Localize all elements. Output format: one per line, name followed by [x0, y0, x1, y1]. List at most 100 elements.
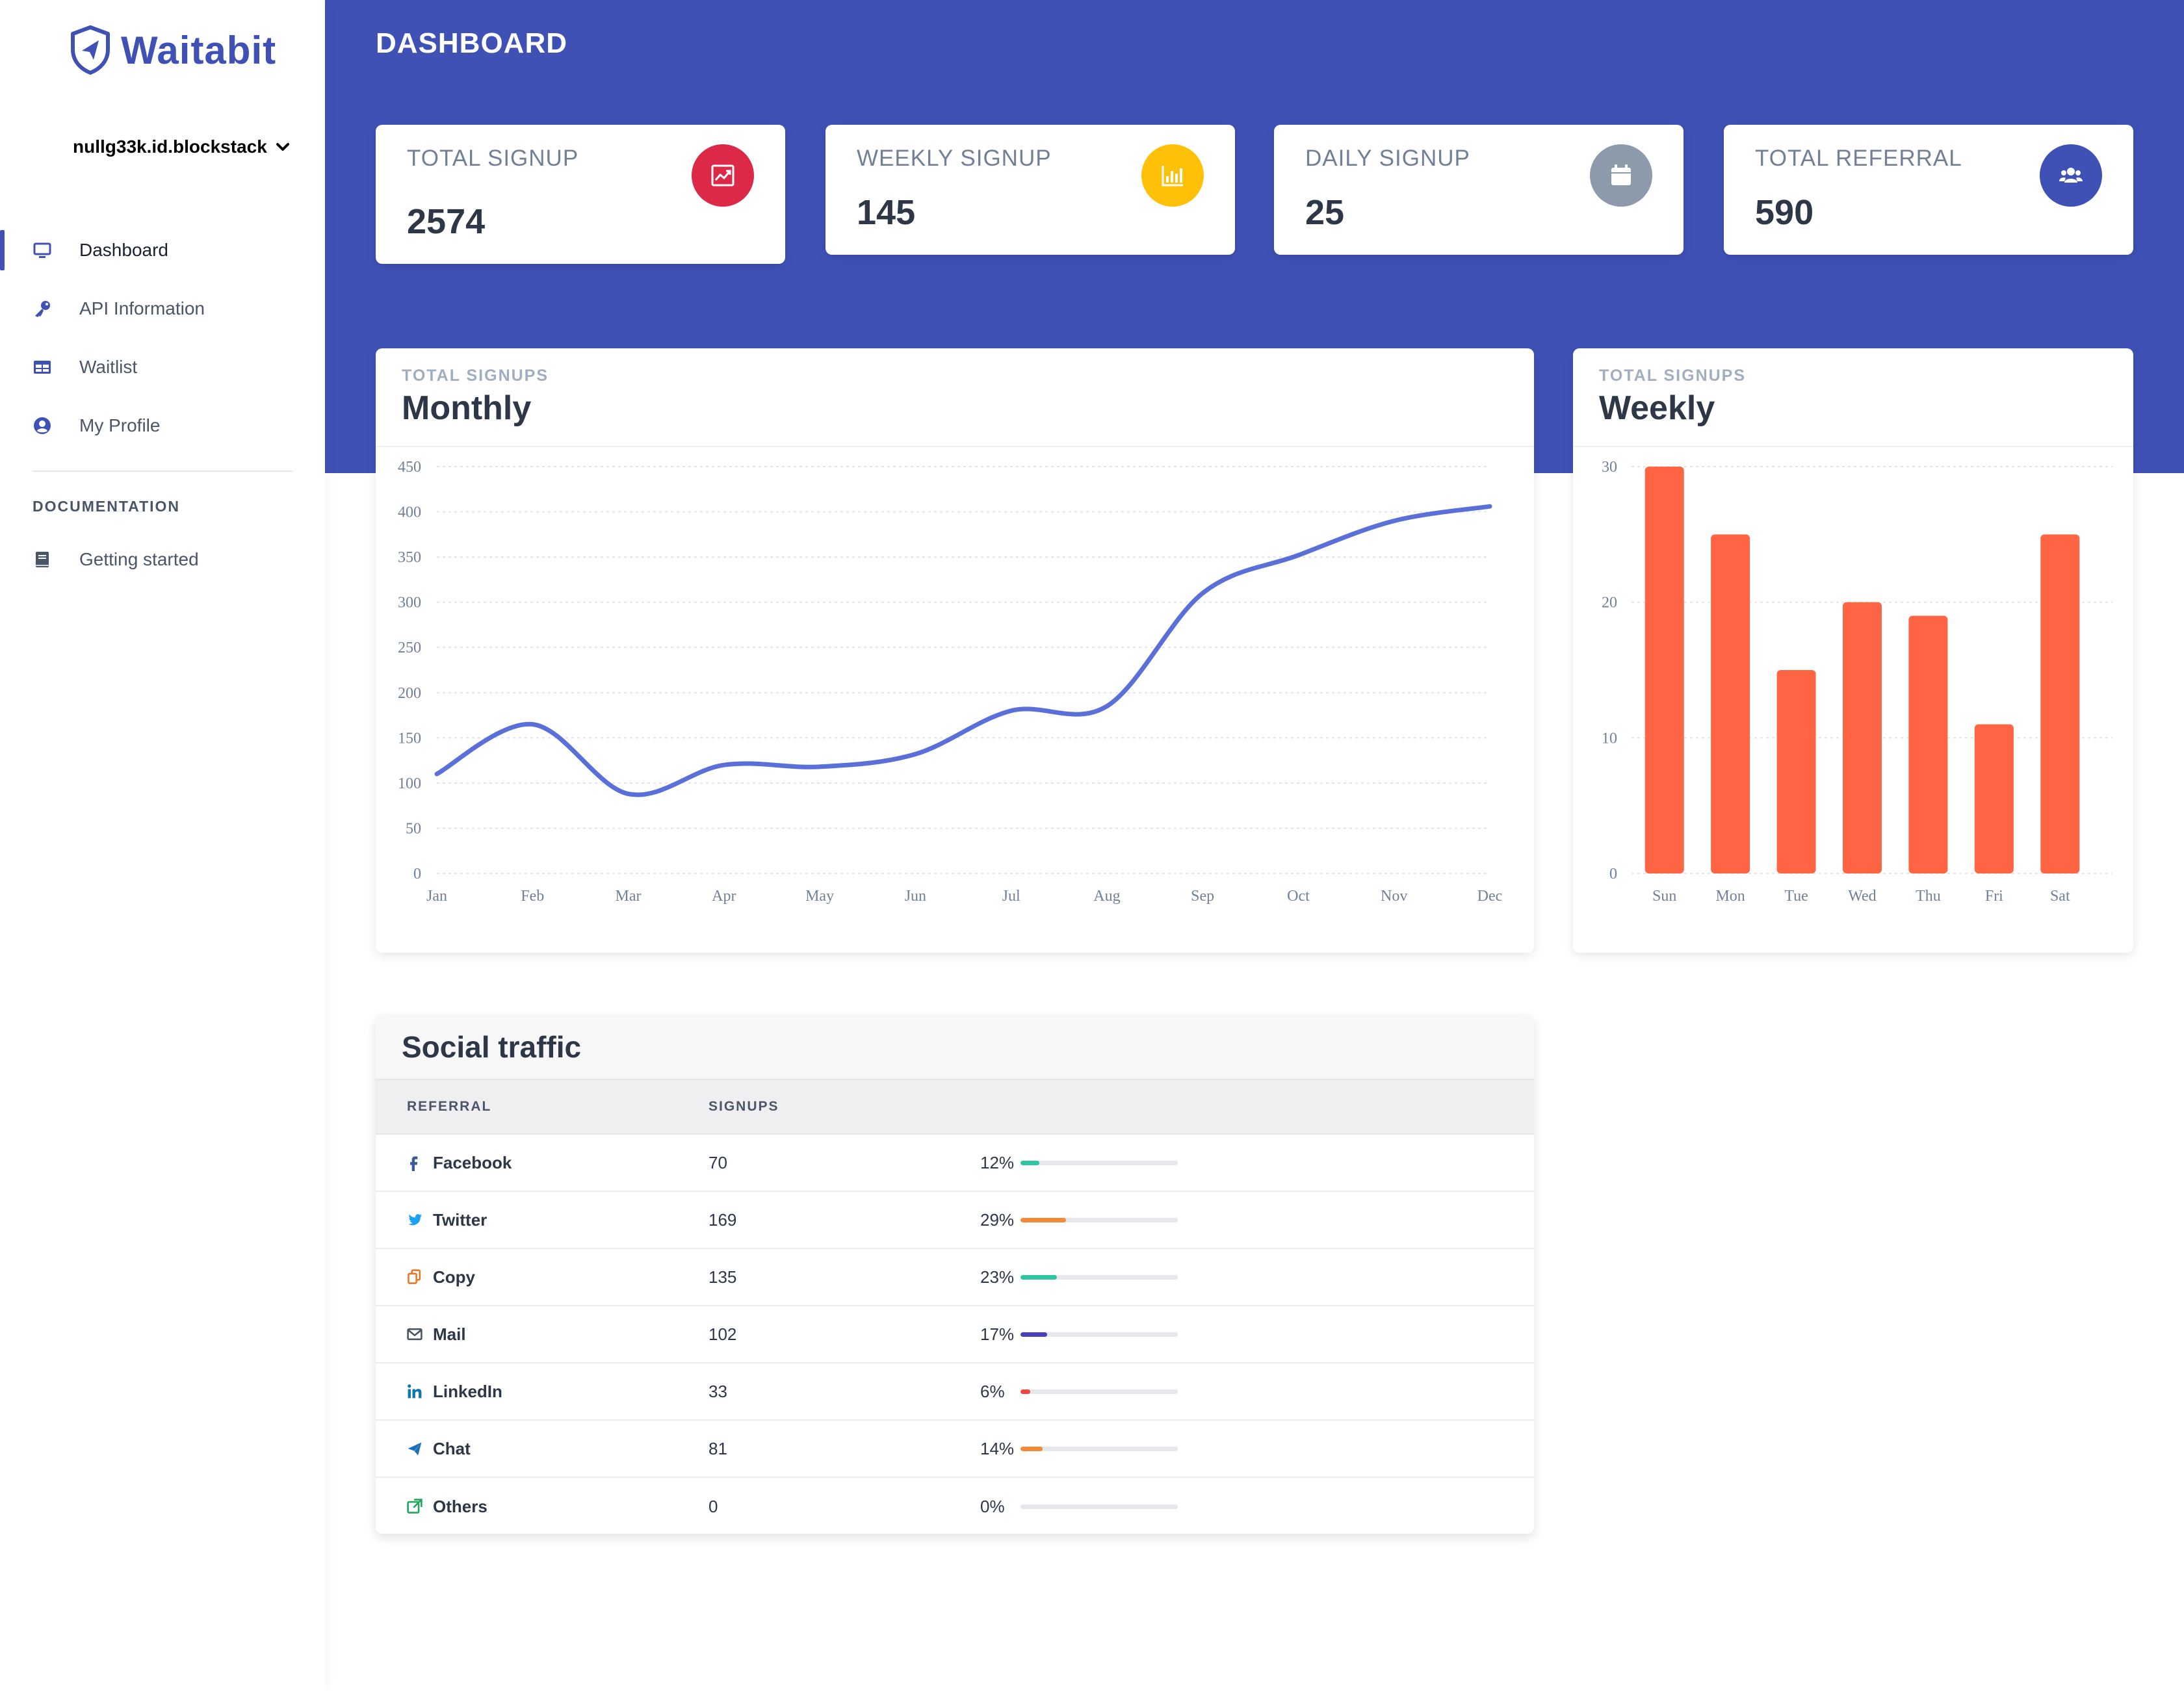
sidebar-item-getting-started[interactable]: Getting started [0, 530, 325, 589]
table-row: Mail 102 17% [376, 1306, 1534, 1363]
logo[interactable]: Waitabit [69, 25, 276, 75]
progress-bar [1020, 1389, 1178, 1394]
x-tick-label: Jan [426, 888, 447, 905]
sidebar-item-waitlist[interactable]: Waitlist [0, 338, 325, 396]
percent-cell: 14% [980, 1439, 1178, 1459]
x-tick-label: Sep [1191, 888, 1214, 905]
users-icon [2059, 168, 2083, 183]
documentation-nav: Getting started [0, 530, 325, 589]
referral-name: LinkedIn [433, 1381, 502, 1401]
x-tick-label: Apr [712, 888, 736, 905]
referral-cell: Facebook [376, 1153, 708, 1173]
stat-label: DAILY SIGNUP [1305, 146, 1470, 171]
sidebar-item-label: Dashboard [79, 240, 168, 260]
table-row: Twitter 169 29% [376, 1192, 1534, 1249]
sidebar-item-dashboard[interactable]: Dashboard [0, 221, 325, 279]
monthly-chart-card: TOTAL SIGNUPS Monthly 0 50 100 150 200 250 300… [376, 348, 1534, 953]
progress-bar [1020, 1446, 1178, 1451]
book-icon [36, 552, 49, 567]
sidebar-divider [32, 471, 292, 472]
stat-label: TOTAL REFERRAL [1755, 146, 1962, 171]
sidebar-nav: Dashboard API Information Waitlist My Pr… [0, 221, 325, 455]
referral-cell: Copy [376, 1267, 708, 1287]
referral-cell: LinkedIn [376, 1382, 708, 1402]
app-name: Waitabit [121, 28, 277, 72]
progress-bar [1020, 1332, 1178, 1337]
series-line-signups [434, 504, 1492, 797]
stat-badge [1590, 144, 1652, 207]
table-row: Others 0 0% [376, 1478, 1534, 1534]
progress-bar [1020, 1504, 1178, 1509]
sidebar-item-my-profile[interactable]: My Profile [0, 396, 325, 455]
column-header-signups: SIGNUPS [708, 1099, 779, 1114]
x-tick-label: Fri [1985, 888, 2003, 905]
referral-name: Twitter [433, 1209, 488, 1230]
signups-cell: 81 [708, 1438, 727, 1458]
table-icon [34, 361, 51, 374]
x-tick-label: Mar [616, 888, 642, 905]
external-link-icon [407, 1499, 422, 1514]
trend-chart-icon [711, 164, 734, 187]
social-traffic-title: Social traffic [402, 1030, 582, 1064]
table-row: Facebook 70 12% [376, 1135, 1534, 1192]
weekly-chart-card: TOTAL SIGNUPS Weekly 0 10 20 30 Sun Mon Tue Wed… [1573, 348, 2133, 953]
stat-value: 590 [1755, 193, 1814, 232]
percent-label: 29% [980, 1209, 1015, 1230]
x-tick-label: Jul [1002, 888, 1020, 905]
progress-bar [1020, 1274, 1178, 1280]
sidebar: Waitabit nullg33k.id.blockstack Dashboar… [0, 0, 325, 1691]
signups-cell: 169 [708, 1209, 737, 1230]
social-traffic-header: Social traffic [376, 1015, 1534, 1080]
referral-name: Chat [433, 1438, 471, 1458]
bar-chart-icon [1162, 166, 1183, 187]
table-row: LinkedIn 33 6% [376, 1363, 1534, 1421]
stat-label: WEEKLY SIGNUP [857, 146, 1052, 171]
chart-kicker: TOTAL SIGNUPS [402, 367, 549, 385]
signups-cell: 33 [708, 1381, 727, 1401]
percent-label: 6% [980, 1381, 1005, 1401]
referral-cell: Twitter [376, 1210, 708, 1230]
referral-cell: Others [376, 1497, 708, 1517]
y-tick-label: 400 [398, 504, 421, 521]
y-tick-label: 300 [398, 595, 421, 612]
stat-label: TOTAL SIGNUP [407, 146, 579, 171]
page-title: DASHBOARD [376, 27, 567, 59]
card-divider [376, 446, 1534, 447]
percent-cell: 23% [980, 1267, 1178, 1287]
sidebar-item-api-information[interactable]: API Information [0, 279, 325, 338]
copy-icon [408, 1269, 421, 1284]
linkedin-icon [408, 1384, 422, 1399]
y-tick-label: 450 [398, 459, 421, 476]
percent-label: 14% [980, 1438, 1015, 1458]
y-tick-label: 20 [1602, 595, 1617, 612]
bar-fri [1974, 724, 2014, 873]
account-switcher[interactable]: nullg33k.id.blockstack [73, 136, 291, 157]
shield-logo-icon [71, 25, 110, 75]
y-tick-label: 50 [406, 820, 421, 837]
stat-card-daily-signup: DAILY SIGNUP 25 [1274, 125, 1684, 255]
calendar-icon [1611, 164, 1631, 185]
weekly-bar-chart: 0 10 20 30 Sun Mon Tue Wed Thu Fri Sat [1602, 459, 2112, 905]
percent-cell: 12% [980, 1153, 1178, 1173]
x-tick-label: Sat [2050, 888, 2070, 905]
progress-fill [1020, 1446, 1043, 1451]
chart-title: Monthly [402, 389, 532, 427]
percent-label: 23% [980, 1267, 1015, 1287]
x-tick-label: Oct [1287, 888, 1310, 905]
sidebar-item-label: My Profile [79, 415, 161, 435]
facebook-icon [410, 1156, 418, 1171]
stat-card-total-signup: TOTAL SIGNUP 2574 [376, 125, 785, 264]
y-tick-label: 10 [1602, 730, 1617, 747]
stat-value: 25 [1305, 193, 1345, 232]
signups-cell: 70 [708, 1152, 727, 1172]
percent-cell: 0% [980, 1497, 1178, 1517]
table-row: Copy 135 23% [376, 1249, 1534, 1306]
bar-tue [1776, 670, 1816, 873]
x-tick-label: Tue [1784, 888, 1808, 905]
documentation-heading: DOCUMENTATION [32, 498, 181, 515]
progress-fill [1020, 1332, 1048, 1337]
referral-cell: Chat [376, 1439, 708, 1459]
referral-name: Facebook [433, 1152, 512, 1172]
x-tick-label: Thu [1916, 888, 1941, 905]
twitter-icon [408, 1214, 422, 1226]
